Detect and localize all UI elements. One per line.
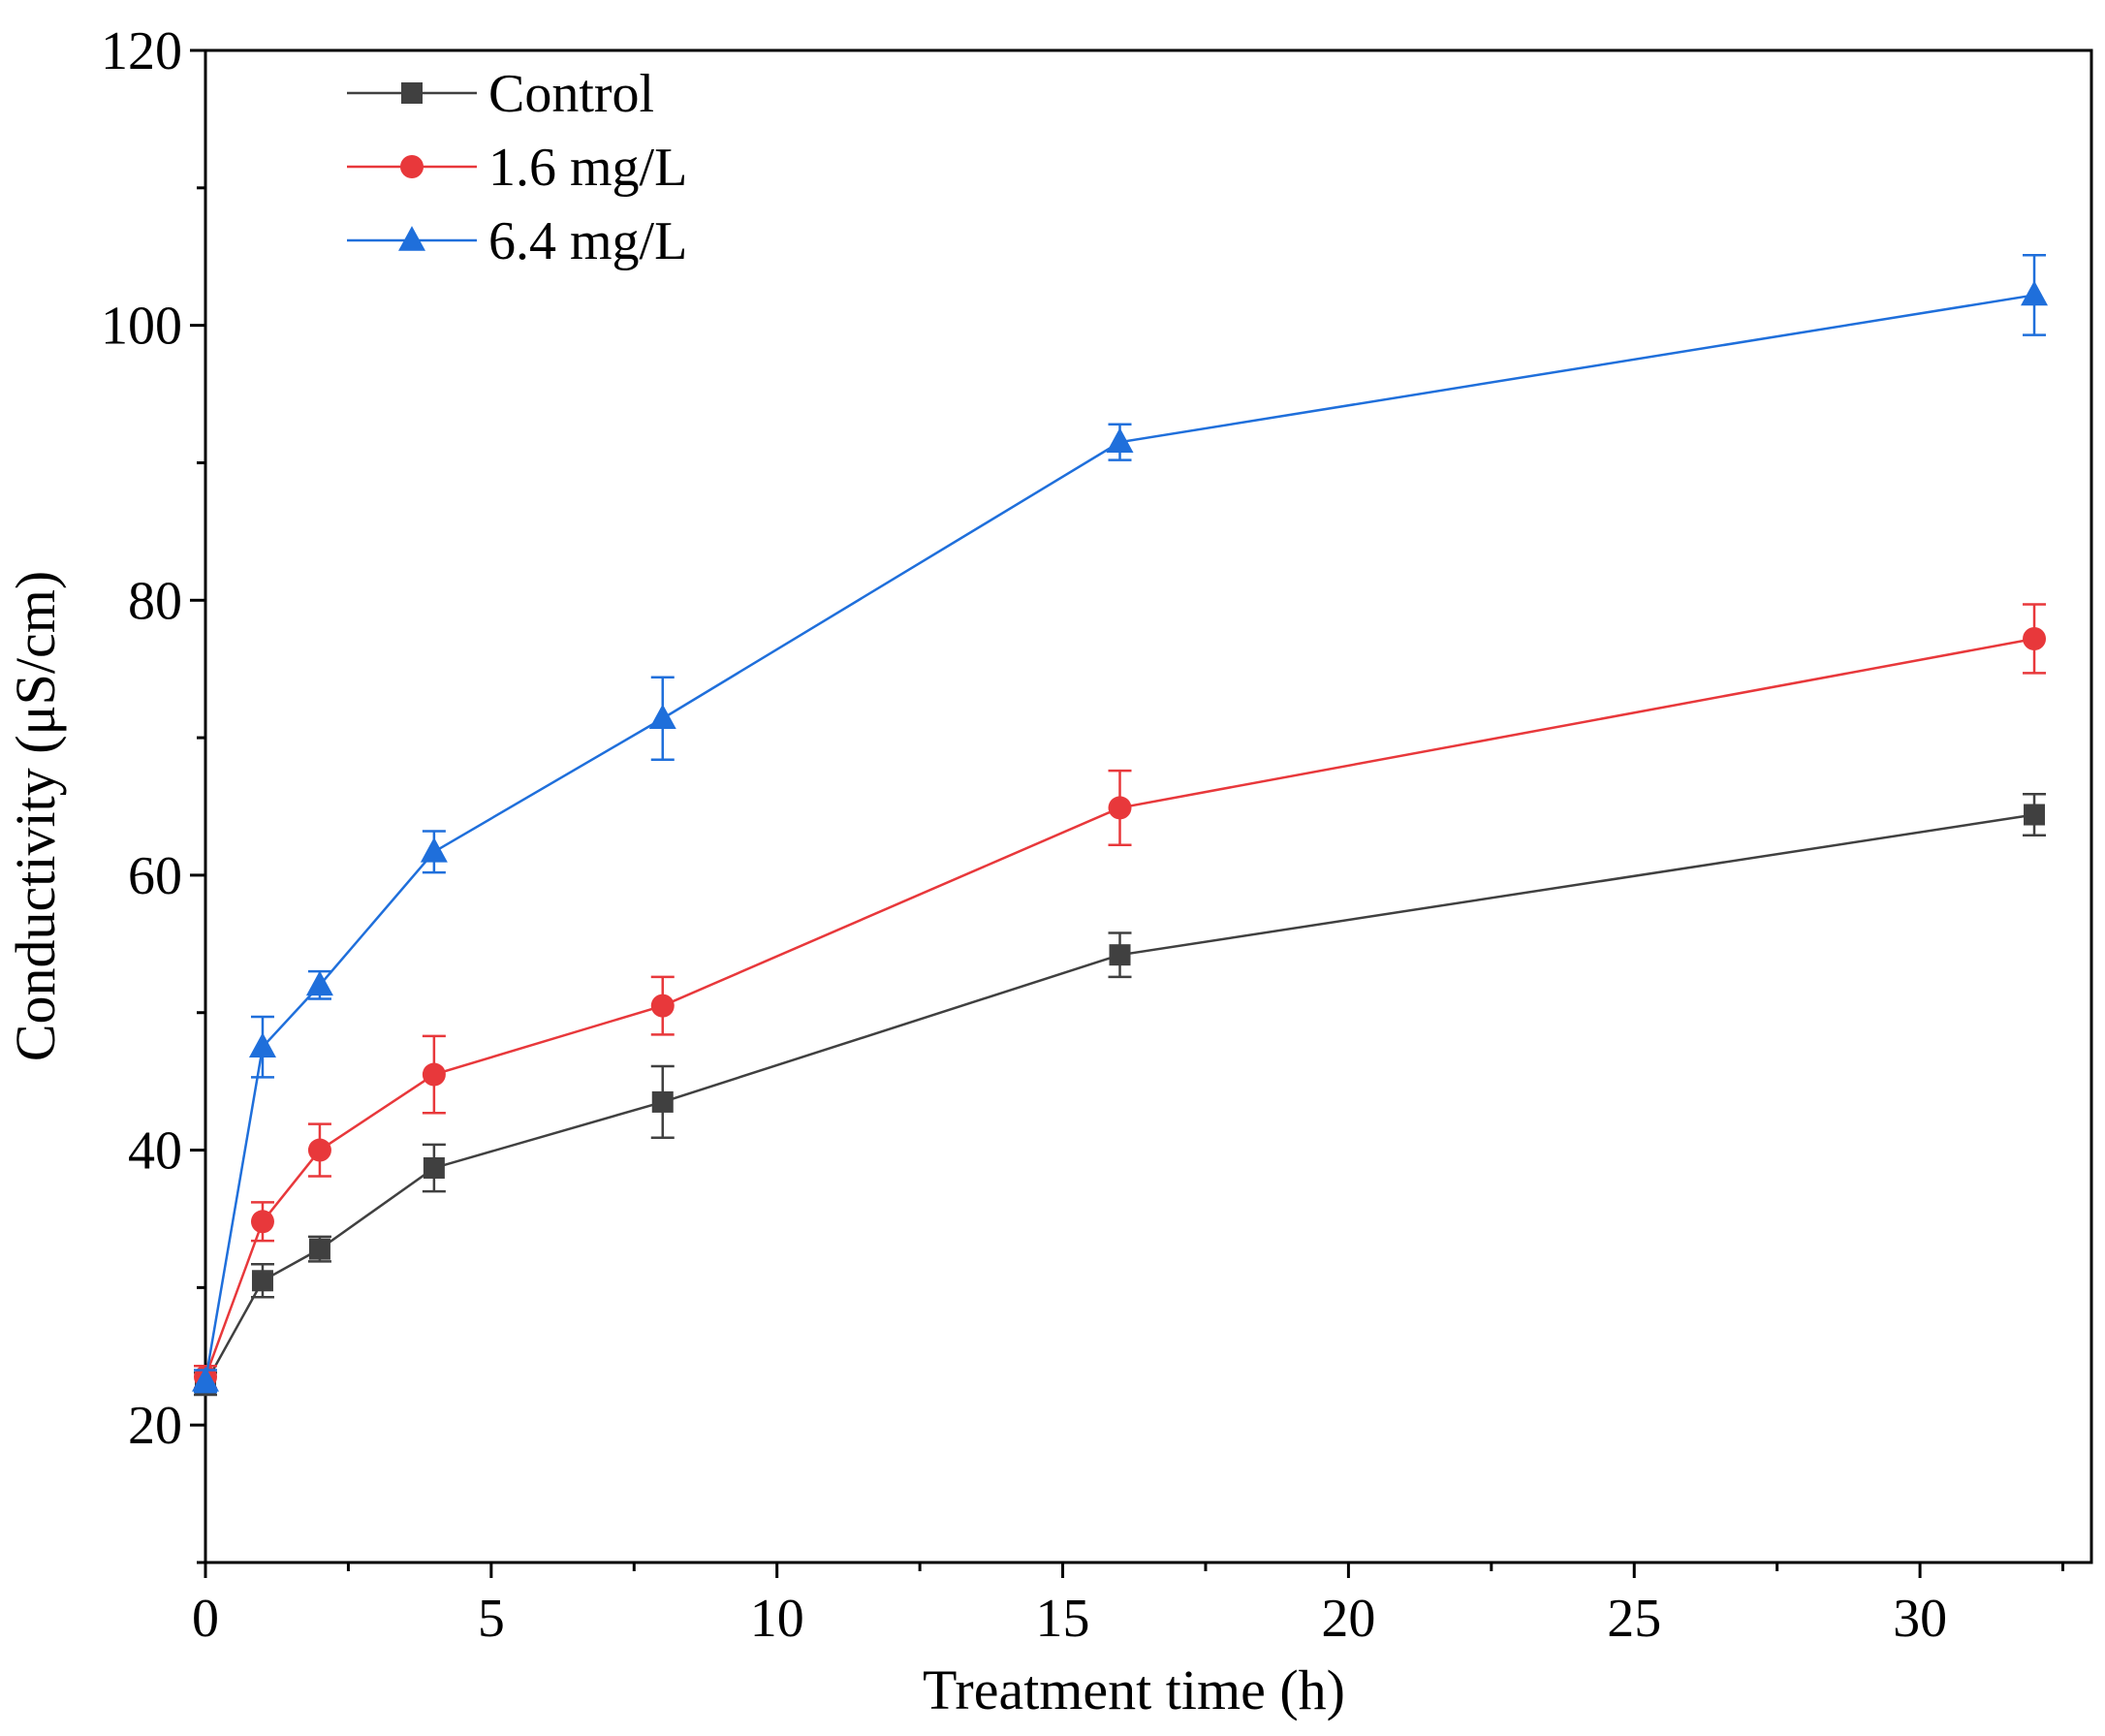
y-axis-title: Conductivity (μS/cm) <box>4 571 67 1061</box>
data-point <box>422 1062 446 1087</box>
data-point <box>420 836 448 863</box>
series-layer <box>192 254 2049 1397</box>
x-tick-label: 5 <box>478 1589 505 1649</box>
x-tick-label: 10 <box>750 1589 804 1649</box>
legend-label: Control <box>488 64 654 124</box>
y-tick-label: 100 <box>101 297 182 357</box>
plot-border <box>204 48 2093 1564</box>
data-point <box>1108 796 1132 820</box>
series-2 <box>194 603 2047 1390</box>
y-tick-label: 120 <box>101 21 182 81</box>
y-axis: 20 40 60 80 100 120 <box>101 21 205 1564</box>
data-point <box>650 994 675 1018</box>
legend-item: 1.6 mg/L <box>347 138 687 198</box>
data-point <box>648 704 676 730</box>
series-1 <box>194 792 2047 1397</box>
x-tick-label: 0 <box>192 1589 219 1649</box>
series-line <box>204 637 2035 1377</box>
series-3 <box>192 254 2049 1394</box>
legend-marker <box>401 82 423 104</box>
legend-marker <box>400 155 424 178</box>
data-point <box>423 1156 445 1179</box>
data-point <box>1109 944 1131 966</box>
y-tick-label: 60 <box>128 846 182 906</box>
plot-frame <box>204 48 2093 1564</box>
legend-label: 1.6 mg/L <box>488 138 687 198</box>
data-point <box>308 1238 330 1260</box>
x-axis-title: Treatment time (h) <box>923 1658 1345 1721</box>
legend: Control 1.6 mg/L 6.4 mg/L <box>347 64 687 271</box>
y-tick-label: 20 <box>128 1396 182 1456</box>
data-point <box>1106 427 1134 453</box>
legend-label: 6.4 mg/L <box>488 211 687 271</box>
data-point <box>2021 280 2049 306</box>
data-point <box>307 1138 331 1162</box>
data-point <box>651 1090 674 1113</box>
data-point <box>2023 626 2047 650</box>
x-tick-label: 20 <box>1321 1589 1375 1649</box>
y-tick-label: 40 <box>128 1121 182 1182</box>
data-point <box>250 1210 274 1234</box>
x-axis: 0 5 10 15 20 25 30 <box>192 1562 2065 1649</box>
legend-marker <box>398 226 425 251</box>
legend-item: Control <box>347 64 654 124</box>
x-tick-label: 15 <box>1036 1589 1090 1649</box>
x-tick-label: 25 <box>1607 1589 1661 1649</box>
data-point <box>2024 804 2046 826</box>
data-point <box>251 1270 273 1292</box>
x-tick-label: 30 <box>1893 1589 1947 1649</box>
legend-item: 6.4 mg/L <box>347 211 687 271</box>
data-point <box>192 1366 219 1392</box>
y-tick-label: 80 <box>128 571 182 631</box>
data-point <box>248 1032 276 1057</box>
data-point <box>305 970 333 996</box>
series-line <box>204 813 2035 1385</box>
